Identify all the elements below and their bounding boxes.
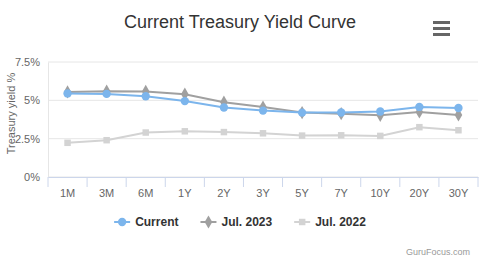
legend-label: Jul. 2023 xyxy=(221,215,272,229)
y-axis: 0% 2.5% 5% 7.5% xyxy=(15,56,49,183)
series-point xyxy=(64,140,70,146)
y-axis-line xyxy=(48,63,49,178)
x-axis: 1M 3M 6M 1Y 2Y 3Y 5Y 7Y 10Y 20Y 30Y xyxy=(48,177,479,199)
series xyxy=(63,89,462,117)
menu-bar[interactable] xyxy=(433,27,450,30)
legend-label: Current xyxy=(135,215,178,229)
series-point xyxy=(416,124,422,130)
series-point xyxy=(337,108,345,116)
x-tick-label: 30Y xyxy=(449,187,469,199)
series-point xyxy=(299,132,305,138)
x-tick-separator xyxy=(48,177,49,187)
x-tick: 1Y xyxy=(178,177,192,199)
x-tick-label: 10Y xyxy=(370,187,390,199)
y-tick: 0% xyxy=(24,171,48,183)
x-tick-label: 7Y xyxy=(334,187,348,199)
series-point xyxy=(259,106,267,114)
series-point xyxy=(220,103,228,111)
legend-item[interactable]: Current xyxy=(114,215,178,229)
series-point xyxy=(63,89,71,97)
series-line xyxy=(68,91,459,115)
series-point xyxy=(338,132,344,138)
y-tick: 2.5% xyxy=(15,133,48,145)
x-tick-label: 2Y xyxy=(217,187,231,199)
series xyxy=(64,85,463,122)
series-point xyxy=(454,104,462,112)
menu-button[interactable] xyxy=(433,21,450,36)
x-tick: 1M xyxy=(60,177,75,199)
legend-marker xyxy=(118,218,126,226)
chart: Current Treasury Yield Curve 0% 2.5% 5% 7.5%… xyxy=(0,0,480,263)
x-tick-label: 5Y xyxy=(295,187,309,199)
y-tick-label: 2.5% xyxy=(15,133,40,145)
menu-bar[interactable] xyxy=(433,21,450,24)
x-tick: 3Y xyxy=(256,177,270,199)
series-point xyxy=(337,107,345,120)
series-point xyxy=(455,127,461,133)
legend-marker xyxy=(205,215,213,228)
x-tick-separator xyxy=(87,177,88,187)
series-point xyxy=(260,130,266,136)
series-point xyxy=(415,103,423,111)
x-tick-label: 6M xyxy=(138,187,153,199)
x-tick: 3M xyxy=(99,177,114,199)
x-tick-label: 1Y xyxy=(178,187,192,199)
x-tick-separator xyxy=(399,177,400,187)
x-tick-separator xyxy=(360,177,361,187)
y-tick-label: 0% xyxy=(24,171,40,183)
x-tick: 5Y xyxy=(295,177,309,199)
series-point xyxy=(182,128,188,134)
series-point xyxy=(181,97,189,105)
x-tick-separator xyxy=(438,177,439,187)
x-tick-label: 1M xyxy=(60,187,75,199)
series-point xyxy=(102,90,110,98)
legend-item[interactable]: Jul. 2022 xyxy=(294,215,366,229)
x-tick-separator xyxy=(204,177,205,187)
series-point xyxy=(221,129,227,135)
x-tick: 7Y xyxy=(334,177,348,199)
x-tick-separator xyxy=(165,177,166,187)
legend: Current Jul. 2023 Jul. 2022 xyxy=(114,215,366,229)
x-tick: 2Y xyxy=(217,177,231,199)
x-tick-separator xyxy=(243,177,244,187)
x-axis-line xyxy=(49,177,479,178)
plot-area xyxy=(63,85,462,146)
credit: GuruFocus.com xyxy=(406,247,470,257)
x-tick-separator xyxy=(126,177,127,187)
legend-marker xyxy=(299,219,305,225)
series-point xyxy=(103,85,111,98)
series-line xyxy=(68,127,459,143)
grid-line xyxy=(48,62,478,63)
x-tick-separator xyxy=(478,177,479,187)
x-tick-label: 3Y xyxy=(256,187,270,199)
series-point xyxy=(376,107,384,115)
series-point xyxy=(142,129,148,135)
y-axis-title: Treasury yield % xyxy=(5,73,17,155)
series-point xyxy=(103,137,109,143)
series-point xyxy=(298,106,306,119)
series-point xyxy=(64,85,72,98)
y-tick: 7.5% xyxy=(15,56,48,68)
x-tick: 20Y xyxy=(410,177,430,199)
x-tick: 6M xyxy=(138,177,153,199)
legend-item[interactable]: Jul. 2023 xyxy=(200,215,272,229)
menu-bar[interactable] xyxy=(433,33,450,36)
grid xyxy=(48,62,478,177)
x-tick-separator xyxy=(321,177,322,187)
x-tick: 10Y xyxy=(370,177,390,199)
y-tick: 5% xyxy=(24,94,48,106)
title: Current Treasury Yield Curve xyxy=(124,12,356,32)
y-tick-label: 5% xyxy=(24,94,40,106)
x-tick-label: 20Y xyxy=(410,187,430,199)
y-tick-label: 7.5% xyxy=(15,56,40,68)
legend-label: Jul. 2022 xyxy=(315,215,366,229)
series xyxy=(64,124,461,146)
x-tick-label: 3M xyxy=(99,187,114,199)
x-tick: 30Y xyxy=(449,177,469,199)
series-point xyxy=(142,92,150,100)
x-tick-separator xyxy=(282,177,283,187)
series-point xyxy=(298,108,306,116)
grid-line xyxy=(48,177,478,178)
series-point xyxy=(377,133,383,139)
